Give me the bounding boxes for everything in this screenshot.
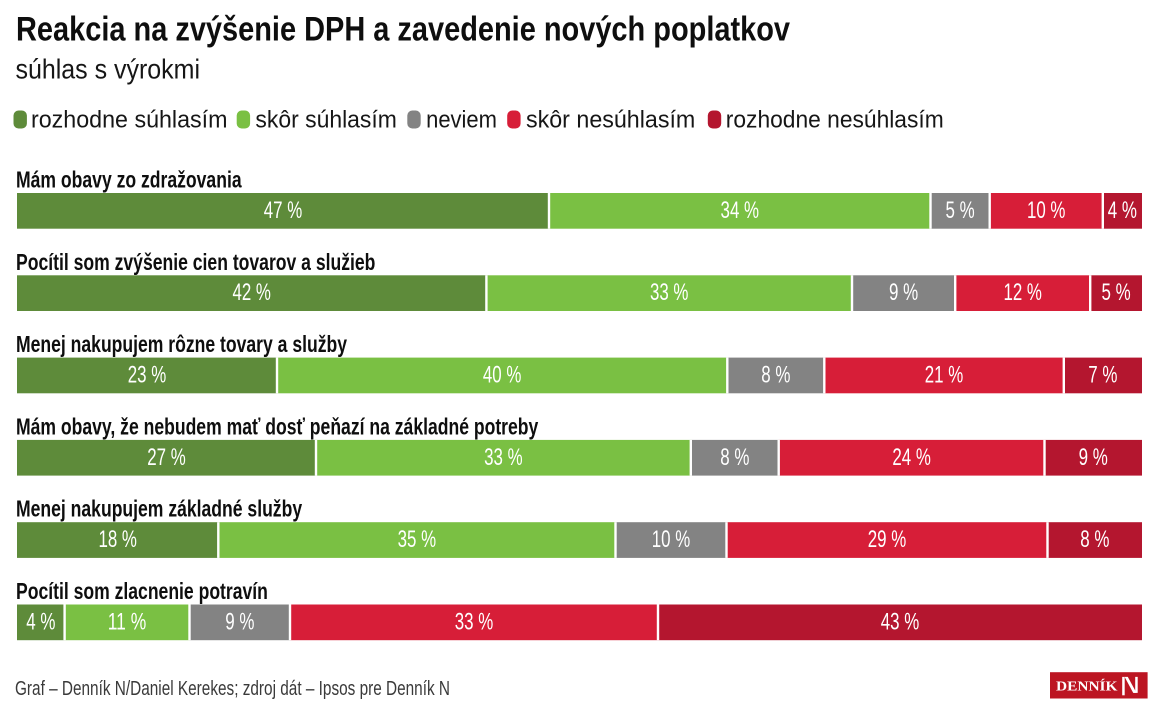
svg-text:9 %: 9 % [225,608,254,635]
svg-text:5 %: 5 % [946,197,975,224]
svg-text:Graf – Denník N/Daniel Kerekes: Graf – Denník N/Daniel Kerekes; zdroj dá… [15,678,450,700]
svg-text:21 %: 21 % [925,362,964,389]
svg-text:35 %: 35 % [398,526,437,553]
svg-text:8 %: 8 % [761,362,790,389]
svg-text:neviem: neviem [426,106,497,133]
svg-text:43 %: 43 % [881,608,920,635]
svg-text:5 %: 5 % [1102,279,1131,306]
svg-text:Pocítil som zlacnenie potravín: Pocítil som zlacnenie potravín [16,578,268,604]
svg-text:skôr nesúhlasím: skôr nesúhlasím [526,106,695,133]
svg-text:8 %: 8 % [1080,526,1109,553]
svg-text:Menej nakupujem rôzne tovary a: Menej nakupujem rôzne tovary a služby [16,331,347,357]
svg-text:4 %: 4 % [26,608,55,635]
svg-text:Reakcia na zvýšenie DPH a zave: Reakcia na zvýšenie DPH a zavedenie nový… [16,11,790,49]
svg-text:DENNÍK: DENNÍK [1056,677,1118,694]
svg-text:33 %: 33 % [455,608,494,635]
svg-text:rozhodne nesúhlasím: rozhodne nesúhlasím [726,106,944,133]
svg-text:34 %: 34 % [721,197,760,224]
svg-text:10 %: 10 % [1027,197,1066,224]
svg-text:18 %: 18 % [98,526,137,553]
svg-text:8 %: 8 % [720,444,749,471]
svg-text:29 %: 29 % [868,526,907,553]
svg-text:Mám obavy zo zdražovania: Mám obavy zo zdražovania [16,167,242,193]
svg-text:Menej nakupujem základné služb: Menej nakupujem základné služby [16,496,302,522]
svg-text:40 %: 40 % [483,362,522,389]
svg-text:24 %: 24 % [892,444,931,471]
svg-text:Mám obavy, že nebudem mať dosť: Mám obavy, že nebudem mať dosť peňazí na… [16,413,538,439]
svg-text:súhlas s výrokmi: súhlas s výrokmi [16,54,201,85]
svg-text:7 %: 7 % [1088,362,1117,389]
svg-text:27 %: 27 % [147,444,186,471]
svg-text:rozhodne súhlasím: rozhodne súhlasím [31,106,228,133]
svg-text:10 %: 10 % [652,526,691,553]
svg-text:9 %: 9 % [889,279,918,306]
svg-text:Pocítil som zvýšenie cien tova: Pocítil som zvýšenie cien tovarov a služ… [16,249,375,275]
svg-text:skôr súhlasím: skôr súhlasím [255,106,397,133]
svg-text:9 %: 9 % [1079,444,1108,471]
svg-text:47 %: 47 % [264,197,303,224]
svg-text:33 %: 33 % [650,279,689,306]
svg-text:42 %: 42 % [232,279,271,306]
svg-text:12 %: 12 % [1003,279,1042,306]
svg-text:33 %: 33 % [484,444,523,471]
svg-text:11 %: 11 % [108,608,147,635]
svg-text:4 %: 4 % [1108,197,1137,224]
svg-text:23 %: 23 % [128,362,167,389]
